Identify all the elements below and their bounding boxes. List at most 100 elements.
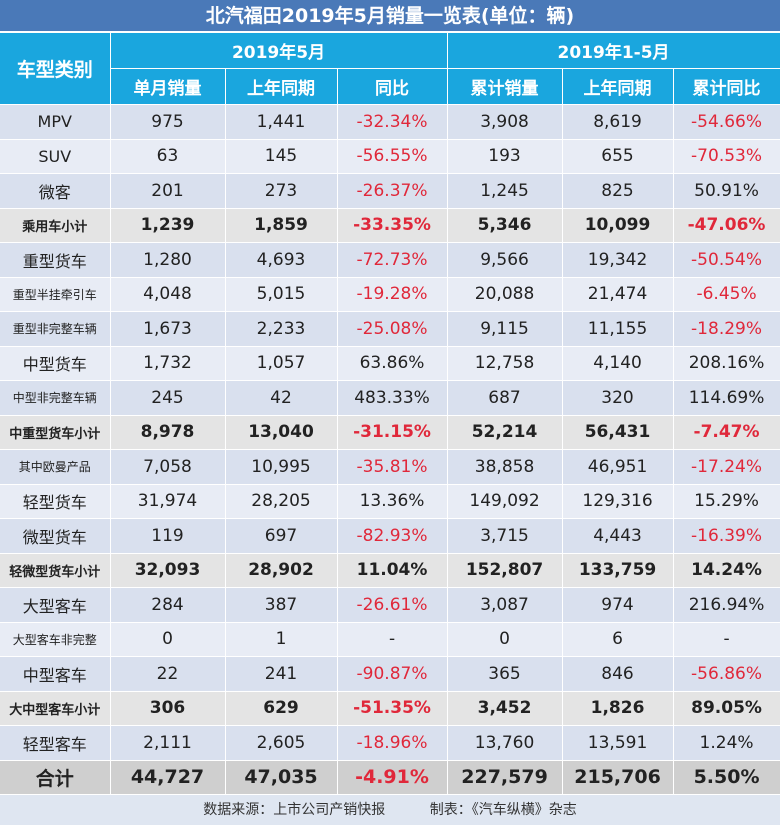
table-cell: -54.66% (673, 104, 780, 140)
table-cell: 306 (110, 691, 226, 726)
table-cell: 1,239 (110, 208, 226, 243)
table-cell: 21,474 (562, 277, 674, 312)
table-cell: 15.29% (673, 484, 780, 519)
table-cell: -7.47% (673, 415, 780, 450)
table-cell: 52,214 (447, 415, 563, 450)
table-cell: 201 (110, 173, 226, 209)
table-cell: 152,807 (447, 553, 563, 588)
group-header-ytd: 2019年1-5月 (447, 33, 780, 69)
table-cell: 193 (447, 139, 563, 174)
table-cell: 4,140 (562, 346, 674, 381)
table-cell: 119 (110, 518, 226, 554)
table-cell: -32.34% (337, 104, 448, 140)
table-cell: 0 (447, 622, 563, 657)
table-cell: 13,591 (562, 725, 674, 761)
col-header: 上年同期 (225, 68, 338, 105)
table-row: 轻微型货车小计 32,093 28,902 11.04% 152,807 133,759 1… (0, 553, 780, 588)
table-cell: 149,092 (447, 484, 563, 519)
col-header: 上年同期 (562, 68, 674, 105)
table-cell: 1,280 (110, 242, 226, 278)
table-cell: 284 (110, 587, 226, 623)
table-cell: 19,342 (562, 242, 674, 278)
table-cell: 56,431 (562, 415, 674, 450)
table-cell: 10,099 (562, 208, 674, 243)
table-cell: 697 (225, 518, 338, 554)
table-cell: 145 (225, 139, 338, 174)
table-cell: -90.87% (337, 656, 448, 692)
table-cell: 3,087 (447, 587, 563, 623)
table-cell: -26.61% (337, 587, 448, 623)
col-header: 单月销量 (110, 68, 226, 105)
table-cell: 3,715 (447, 518, 563, 554)
table-cell: 2,233 (225, 311, 338, 347)
table-cell: 215,706 (562, 760, 674, 795)
table-cell: 10,995 (225, 449, 338, 485)
table-cell: 273 (225, 173, 338, 209)
table-cell: 216.94% (673, 587, 780, 623)
footer: 数据来源：上市公司产销快报 制表：《汽车纵横》杂志 (0, 795, 780, 825)
row-label: 乘用车小计 (0, 208, 111, 243)
table-cell: -31.15% (337, 415, 448, 450)
table-cell: 9,115 (447, 311, 563, 347)
table-cell: 13,760 (447, 725, 563, 761)
table-cell: -50.54% (673, 242, 780, 278)
table-cell: 974 (562, 587, 674, 623)
row-label: 轻微型货车小计 (0, 553, 111, 588)
table-cell: 42 (225, 380, 338, 416)
table-cell: 1 (225, 622, 338, 657)
table-cell: -35.81% (337, 449, 448, 485)
table-cell: 483.33% (337, 380, 448, 416)
table-cell: 4,048 (110, 277, 226, 312)
row-label: 重型半挂牵引车 (0, 277, 111, 312)
col-header: 累计销量 (447, 68, 563, 105)
table-cell: -6.45% (673, 277, 780, 312)
table-cell: 5,346 (447, 208, 563, 243)
table-cell: -18.96% (337, 725, 448, 761)
data-source: 数据来源：上市公司产销快报 (203, 802, 386, 818)
table-row: 轻型货车 31,974 28,205 13.36% 149,092 129,316 15.2… (0, 484, 780, 519)
table-cell: 63.86% (337, 346, 448, 381)
table-cell: 1,673 (110, 311, 226, 347)
table-row: 轻型客车 2,111 2,605 -18.96% 13,760 13,591 1.24% (0, 725, 780, 761)
row-label: 大型客车非完整 (0, 622, 111, 657)
table-cell: -18.29% (673, 311, 780, 347)
table-row: 大型客车非完整 0 1-0 6- (0, 622, 780, 657)
table-cell: 89.05% (673, 691, 780, 726)
row-label: 中型货车 (0, 346, 111, 381)
table-row: 其中欧曼产品 7,058 10,995 -35.81% 38,858 46,951 -17.… (0, 449, 780, 485)
table-cell: 11,155 (562, 311, 674, 347)
table-cell: 32,093 (110, 553, 226, 588)
row-label: 合计 (0, 760, 111, 795)
table-cell: 365 (447, 656, 563, 692)
table-title: 北汽福田2019年5月销量一览表(单位：辆) (0, 0, 780, 33)
table-cell: -82.93% (337, 518, 448, 554)
col-header: 累计同比 (673, 68, 780, 105)
table-cell: 241 (225, 656, 338, 692)
table-cell: 1,057 (225, 346, 338, 381)
table-cell: -17.24% (673, 449, 780, 485)
group-header-month: 2019年5月 (110, 33, 448, 69)
table-cell: 5,015 (225, 277, 338, 312)
table-cell: 655 (562, 139, 674, 174)
row-label: 中重型货车小计 (0, 415, 111, 450)
table-cell: 975 (110, 104, 226, 140)
table-cell: 2,605 (225, 725, 338, 761)
table-row: 中型客车 22 241 -90.87% 365 846 -56.86% (0, 656, 780, 692)
table-cell: 5.50% (673, 760, 780, 795)
row-label: 中型客车 (0, 656, 111, 692)
row-label: 轻型货车 (0, 484, 111, 519)
table-cell: 46,951 (562, 449, 674, 485)
table-cell: 4,693 (225, 242, 338, 278)
table-cell: 12,758 (447, 346, 563, 381)
table-cell: 846 (562, 656, 674, 692)
table-row: 大中型客车小计 306 629 -51.35% 3,452 1,826 89.05% (0, 691, 780, 726)
table-cell: -25.08% (337, 311, 448, 347)
table-cell: 13,040 (225, 415, 338, 450)
row-label: 轻型客车 (0, 725, 111, 761)
table-cell: 129,316 (562, 484, 674, 519)
table-cell: 245 (110, 380, 226, 416)
row-label: 大中型客车小计 (0, 691, 111, 726)
table-cell: 3,908 (447, 104, 563, 140)
table-cell: -51.35% (337, 691, 448, 726)
table-row: MPV 975 1,441 -32.34% 3,908 8,619 -54.66% (0, 104, 780, 140)
